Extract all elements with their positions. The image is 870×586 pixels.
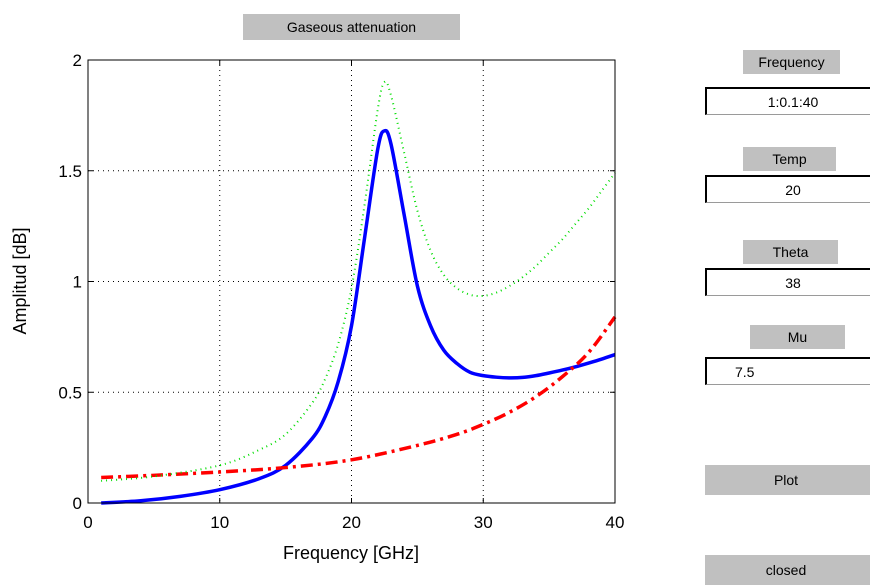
y-tick-label: 0.5 (58, 383, 82, 402)
temp-input[interactable] (705, 175, 870, 203)
y-tick-label: 2 (73, 51, 82, 70)
frequency-label: Frequency (743, 50, 840, 74)
plot-title: Gaseous attenuation (243, 14, 460, 40)
closed-button[interactable]: closed (705, 555, 870, 585)
plot-button[interactable]: Plot (705, 465, 870, 495)
y-tick-label: 0 (73, 494, 82, 513)
x-axis-label: Frequency [GHz] (283, 543, 419, 563)
mu-input[interactable] (705, 357, 870, 385)
axes-box (87, 59, 616, 504)
series-line-1 (101, 128, 616, 505)
frequency-input[interactable] (705, 87, 870, 115)
x-tick-label: 10 (210, 513, 229, 532)
temp-label: Temp (743, 147, 836, 171)
x-tick-label: 20 (342, 513, 361, 532)
series-line-2 (101, 315, 617, 480)
y-axis-label: Amplitud [dB] (10, 227, 30, 334)
grid-lines (88, 60, 615, 503)
series-lines (101, 80, 617, 505)
theta-input[interactable] (705, 268, 870, 296)
x-tick-label: 40 (606, 513, 625, 532)
theta-label: Theta (743, 240, 838, 264)
y-tick-label: 1 (73, 273, 82, 292)
ticks: 0 10 20 30 40 0 0.5 1 1.5 2 (58, 51, 624, 532)
y-tick-label: 1.5 (58, 162, 82, 181)
x-tick-label: 0 (83, 513, 92, 532)
mu-label: Mu (750, 325, 845, 349)
x-tick-label: 30 (474, 513, 493, 532)
